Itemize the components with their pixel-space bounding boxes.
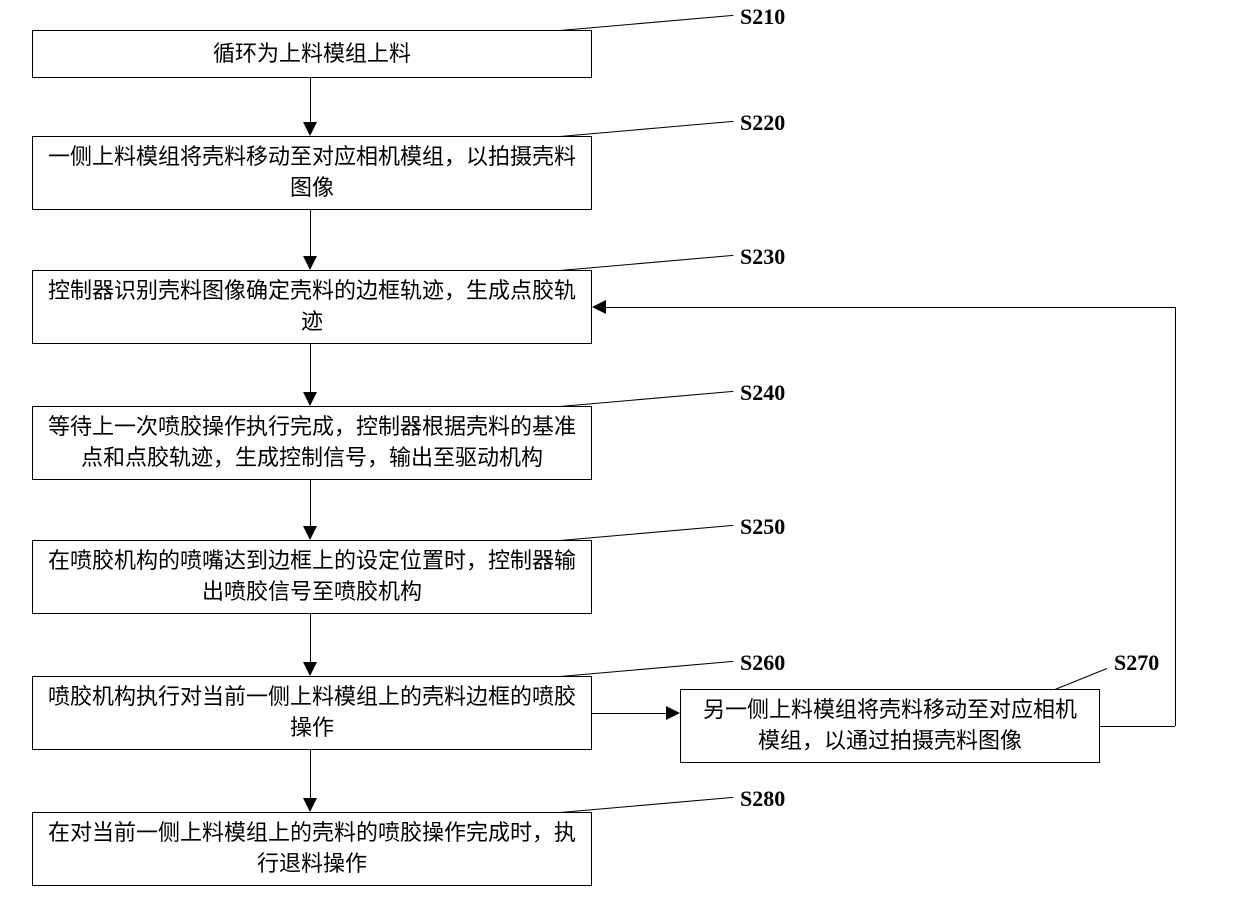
label-s230: S230: [740, 244, 785, 270]
leader-s270: [1055, 668, 1107, 690]
node-s220: 一侧上料模组将壳料移动至对应相机模组，以拍摄壳料图像: [32, 136, 592, 210]
node-text: 喷胶机构执行对当前一侧上料模组上的壳料边框的喷胶操作: [45, 682, 579, 744]
leader-s250: [560, 525, 733, 541]
arrow-s250-s260: [310, 614, 311, 662]
loop-out-right: [1100, 726, 1175, 727]
arrow-s210-s220: [310, 78, 311, 122]
label-s280: S280: [740, 786, 785, 812]
node-s240: 等待上一次喷胶操作执行完成，控制器根据壳料的基准点和点胶轨迹，生成控制信号，输出…: [32, 406, 592, 480]
arrow-s260-s280: [310, 750, 311, 798]
node-text: 在喷胶机构的喷嘴达到边框上的设定位置时，控制器输出喷胶信号至喷胶机构: [45, 546, 579, 608]
loop-up: [1175, 307, 1176, 726]
flowchart: 循环为上料模组上料 S210 一侧上料模组将壳料移动至对应相机模组，以拍摄壳料图…: [0, 0, 1240, 919]
leader-s280: [560, 797, 733, 813]
leader-s260: [560, 661, 733, 677]
leader-s240: [560, 391, 733, 407]
arrow-s240-s250: [310, 480, 311, 526]
arrowhead: [666, 706, 680, 720]
leader-s230: [560, 255, 733, 271]
node-text: 等待上一次喷胶操作执行完成，控制器根据壳料的基准点和点胶轨迹，生成控制信号，输出…: [45, 412, 579, 474]
node-s210: 循环为上料模组上料: [32, 30, 592, 78]
label-s250: S250: [740, 514, 785, 540]
node-text: 另一侧上料模组将壳料移动至对应相机模组，以通过拍摄壳料图像: [693, 695, 1087, 757]
node-s260: 喷胶机构执行对当前一侧上料模组上的壳料边框的喷胶操作: [32, 676, 592, 750]
node-text: 控制器识别壳料图像确定壳料的边框轨迹，生成点胶轨迹: [45, 276, 579, 338]
leader-s220: [560, 121, 733, 137]
arrowhead: [303, 392, 317, 406]
arrow-s260-s270: [592, 713, 666, 714]
label-s220: S220: [740, 110, 785, 136]
arrowhead: [303, 526, 317, 540]
label-s210: S210: [740, 4, 785, 30]
arrowhead: [303, 122, 317, 136]
label-s270: S270: [1114, 650, 1159, 676]
node-text: 在对当前一侧上料模组上的壳料的喷胶操作完成时，执行退料操作: [45, 818, 579, 880]
leader-s210: [560, 15, 733, 31]
arrowhead: [303, 798, 317, 812]
node-s230: 控制器识别壳料图像确定壳料的边框轨迹，生成点胶轨迹: [32, 270, 592, 344]
node-s270: 另一侧上料模组将壳料移动至对应相机模组，以通过拍摄壳料图像: [680, 689, 1100, 763]
arrow-s230-s240: [310, 344, 311, 392]
node-text: 循环为上料模组上料: [213, 39, 411, 70]
loop-back-left: [606, 307, 1176, 308]
node-text: 一侧上料模组将壳料移动至对应相机模组，以拍摄壳料图像: [45, 142, 579, 204]
label-s240: S240: [740, 380, 785, 406]
label-s260: S260: [740, 650, 785, 676]
arrowhead: [303, 662, 317, 676]
arrowhead: [303, 256, 317, 270]
arrow-s220-s230: [310, 210, 311, 256]
arrowhead: [592, 300, 606, 314]
node-s250: 在喷胶机构的喷嘴达到边框上的设定位置时，控制器输出喷胶信号至喷胶机构: [32, 540, 592, 614]
node-s280: 在对当前一侧上料模组上的壳料的喷胶操作完成时，执行退料操作: [32, 812, 592, 886]
